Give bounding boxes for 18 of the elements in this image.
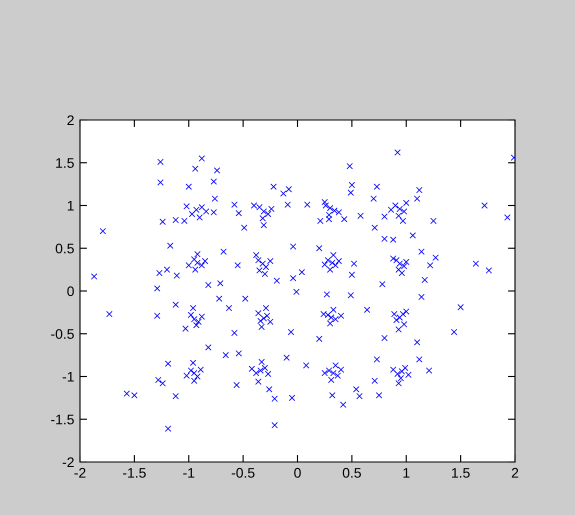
y-tick-label: -1.5: [51, 414, 74, 424]
x-tick-label: 0.5: [342, 468, 361, 478]
x-tick-label: 2: [512, 468, 518, 478]
y-tick-label: -0.5: [51, 329, 74, 339]
x-tick-label: -1.5: [123, 468, 146, 478]
x-tick-label: 0: [294, 468, 301, 478]
x-tick-label: -2: [74, 468, 86, 478]
x-tick-label: -1: [183, 468, 194, 478]
y-tick-label: 0: [67, 286, 74, 296]
y-tick-label: 1: [68, 200, 74, 211]
y-tick-label: 2: [67, 115, 74, 126]
y-tick-label: -1: [62, 372, 74, 382]
x-tick-label: 1: [403, 468, 410, 478]
y-tick-label: -2: [62, 457, 74, 468]
y-tick-label: 0.5: [56, 244, 74, 254]
y-tick-label: 1.5: [56, 158, 74, 168]
x-tick-label: 1.5: [452, 468, 470, 478]
x-tick-label: -0.5: [232, 468, 255, 478]
